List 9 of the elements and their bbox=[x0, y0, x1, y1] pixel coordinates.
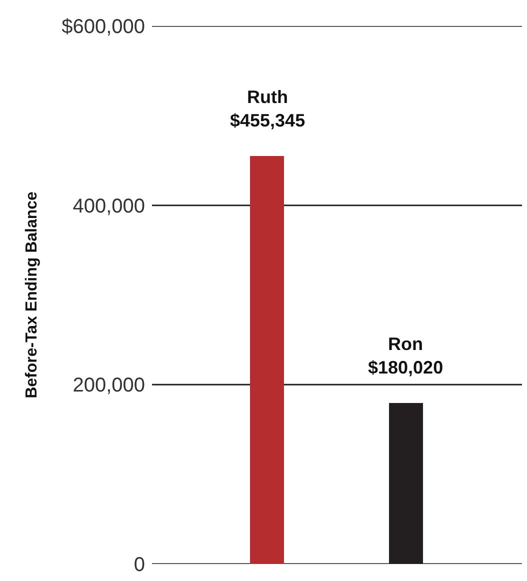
data-label: $180,020 bbox=[368, 357, 444, 378]
y-tick-label: 200,000 bbox=[72, 374, 145, 397]
x-tick-label: Ruth bbox=[247, 87, 288, 107]
y-tick-label: 400,000 bbox=[72, 195, 145, 218]
data-label: $455,345 bbox=[230, 110, 306, 130]
y-axis-title: Before-Tax Ending Balance bbox=[23, 191, 40, 398]
y-tick-label: $600,000 bbox=[62, 16, 145, 38]
x-tick-label: Ron bbox=[388, 334, 424, 354]
y-tick-label: 0 bbox=[134, 554, 145, 576]
